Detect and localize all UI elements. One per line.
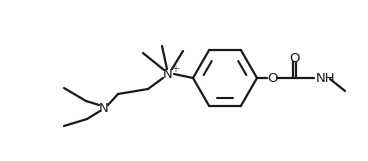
- Text: O: O: [267, 71, 277, 85]
- Text: N: N: [163, 67, 173, 80]
- Text: O: O: [289, 52, 300, 65]
- Text: N: N: [99, 101, 109, 114]
- Text: NH: NH: [316, 71, 336, 85]
- Text: +: +: [171, 64, 179, 74]
